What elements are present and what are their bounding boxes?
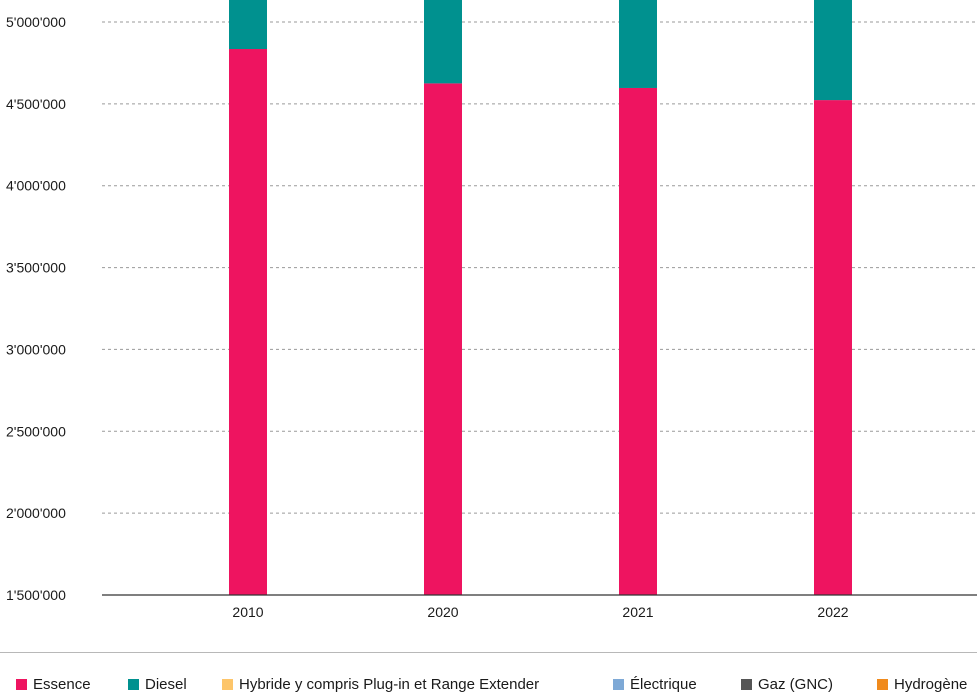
y-tick-label: 3'500'000 xyxy=(6,260,66,276)
legend-item: Électrique xyxy=(613,674,697,694)
legend-swatch xyxy=(16,678,27,690)
legend-label: Gaz (GNC) xyxy=(758,675,833,693)
x-tick-label: 2010 xyxy=(232,604,263,620)
legend-label: Essence xyxy=(33,675,91,693)
legend-swatch xyxy=(613,678,624,690)
x-tick-label: 2020 xyxy=(427,604,458,620)
legend-swatch xyxy=(741,678,752,690)
legend-swatch xyxy=(222,678,233,690)
y-tick-label: 4'000'000 xyxy=(6,178,66,194)
axes: 1'500'000 2'000'000 2'500'000 3'000'000 3'50… xyxy=(6,14,977,620)
legend-item: Gaz (GNC) xyxy=(741,674,833,694)
bar-segment xyxy=(619,0,657,88)
y-tick-label: 4'500'000 xyxy=(6,96,66,112)
y-tick-label: 2'500'000 xyxy=(6,423,66,439)
legend-item: Hybride y compris Plug-in et Range Exten… xyxy=(222,674,539,694)
legend-label: Diesel xyxy=(145,675,187,693)
legend-item: Essence xyxy=(16,674,91,694)
legend-swatch xyxy=(128,678,139,690)
bar-segment xyxy=(424,0,462,84)
x-tick-label: 2022 xyxy=(817,604,848,620)
legend-swatch xyxy=(877,678,888,690)
legend-label: Hybride y compris Plug-in et Range Exten… xyxy=(239,675,540,693)
legend-label: Électrique xyxy=(630,675,697,693)
legend: Essence Diesel Hybride y compris Plug-in e… xyxy=(0,674,977,694)
bar-segment xyxy=(229,0,267,50)
bar-segment xyxy=(619,87,657,595)
legend-item: Hydrogène xyxy=(877,674,967,694)
bar-segment xyxy=(229,49,267,595)
y-tick-label: 5'000'000 xyxy=(6,14,66,30)
legend-item: Diesel xyxy=(128,674,187,694)
y-tick-label: 2'000'000 xyxy=(6,505,66,521)
y-tick-label: 1'500'000 xyxy=(6,587,66,603)
legend-separator xyxy=(0,652,977,653)
bars xyxy=(229,0,852,596)
bar-segment xyxy=(814,0,852,101)
legend-label: Hydrogène xyxy=(894,675,968,693)
y-tick-label: 3'000'000 xyxy=(6,341,66,357)
stacked-bar-chart: 1'500'000 2'000'000 2'500'000 3'000'000 3'50… xyxy=(6,0,977,620)
bar-segment xyxy=(424,83,462,596)
x-tick-label: 2021 xyxy=(622,604,653,620)
bar-segment xyxy=(814,100,852,596)
